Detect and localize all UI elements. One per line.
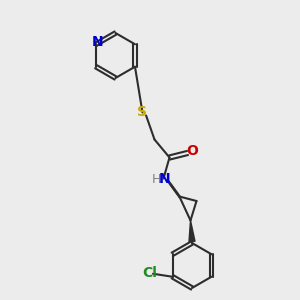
Text: N: N [92, 35, 103, 49]
Polygon shape [189, 220, 195, 242]
Text: O: O [186, 144, 198, 158]
Text: S: S [137, 106, 148, 119]
Text: H: H [152, 172, 162, 186]
Text: N: N [159, 172, 171, 186]
Text: Cl: Cl [142, 266, 157, 280]
